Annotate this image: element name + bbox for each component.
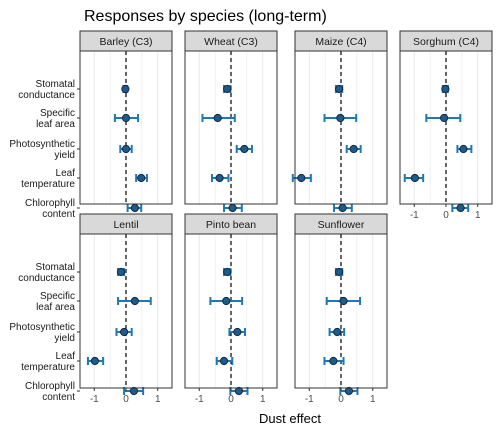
x-tick-label: 1 [260,394,266,405]
y-category-label: Photosynthetic [9,139,75,150]
facet-panels: Barley (C3)StomatalconductanceSpecificle… [9,31,492,405]
x-tick-label: 0 [123,394,129,405]
data-point [335,268,342,275]
y-category-label: Specific [40,108,75,119]
y-category-label: conductance [18,273,75,284]
x-tick-label: 0 [228,394,234,405]
data-point [411,174,418,181]
data-point [457,204,464,211]
data-point [229,204,236,211]
y-category-label: yield [54,150,75,161]
data-point [224,85,231,92]
data-point [131,204,138,211]
data-point [334,328,341,335]
data-point [223,297,230,304]
y-category-label: Stomatal [36,79,75,90]
y-category-label: Leaf [56,168,76,179]
x-tick-label: -1 [410,210,419,221]
data-point [335,85,342,92]
y-category-label: content [42,209,75,220]
data-point [122,114,129,121]
x-tick-label: 0 [443,210,449,221]
y-category-label: Photosynthetic [9,322,75,333]
data-point [330,357,337,364]
data-point [120,328,127,335]
y-category-label: Specific [40,291,75,302]
facet-panel: Sunflower -1 0 1 [295,214,387,405]
strip-label: Maize (C4) [315,36,366,48]
x-tick-label: -1 [305,394,314,405]
x-tick-label: 1 [155,394,161,405]
facet-panel: Maize (C4) [293,31,387,212]
data-point [138,174,145,181]
y-category-label: Chlorophyll [25,381,75,392]
x-tick-label: 0 [338,394,344,405]
data-point [234,328,241,335]
y-category-label: Stomatal [36,262,75,273]
x-tick-label: -1 [90,394,99,405]
facet-panel: Wheat (C3) [185,31,277,212]
x-axis-title: Dust effect [259,411,321,426]
strip-label: Pinto bean [206,219,256,231]
data-point [131,297,138,304]
y-category-label: leaf area [36,119,75,130]
y-category-label: conductance [18,90,75,101]
data-point [224,268,231,275]
data-point [122,145,129,152]
strip-label: Sorghum (C4) [413,36,479,48]
y-category-label: yield [54,333,75,344]
data-point [350,145,357,152]
y-category-label: leaf area [36,302,75,313]
y-category-label: Chlorophyll [25,198,75,209]
data-point [214,114,221,121]
data-point [117,268,124,275]
x-tick-label: 1 [475,210,481,221]
data-point [298,174,305,181]
facet-panel: Sorghum (C4) -1 0 1 [400,31,492,221]
chart-title: Responses by species (long-term) [84,8,327,25]
data-point [220,357,227,364]
y-category-label: temperature [21,179,75,190]
data-point [339,204,346,211]
data-point [440,114,447,121]
data-point [122,85,129,92]
y-category-label: content [42,392,75,403]
data-point [340,297,347,304]
strip-label: Sunflower [318,219,365,231]
data-point [241,145,248,152]
data-point [337,114,344,121]
x-tick-label: -1 [195,394,204,405]
strip-label: Barley (C3) [99,36,152,48]
facet-panel: Pinto bean -1 0 1 [185,214,277,405]
y-category-label: Leaf [56,351,76,362]
data-point [442,85,449,92]
x-tick-label: 1 [370,394,376,405]
data-point [460,145,467,152]
data-point [216,174,223,181]
data-point [91,357,98,364]
strip-label: Wheat (C3) [204,36,258,48]
strip-label: Lentil [113,219,138,231]
y-category-label: temperature [21,362,75,373]
